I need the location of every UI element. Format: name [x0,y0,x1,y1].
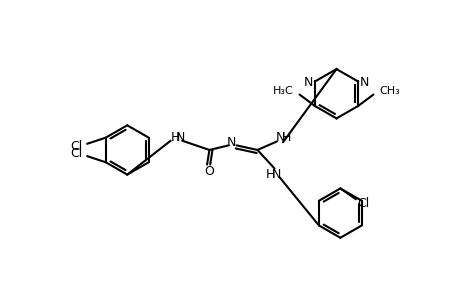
Text: N: N [303,76,313,89]
Text: Cl: Cl [357,197,369,210]
Text: N: N [272,168,281,181]
Text: N: N [227,136,236,149]
Text: CH₃: CH₃ [379,86,399,96]
Text: Cl: Cl [70,147,82,160]
Text: O: O [204,165,214,178]
Text: H₃C: H₃C [272,86,293,96]
Text: N: N [275,131,285,144]
Text: N: N [175,131,184,144]
Text: H: H [170,131,179,144]
Text: Cl: Cl [70,140,82,153]
Text: N: N [358,76,368,89]
Text: H: H [282,131,291,144]
Text: H: H [265,168,275,181]
